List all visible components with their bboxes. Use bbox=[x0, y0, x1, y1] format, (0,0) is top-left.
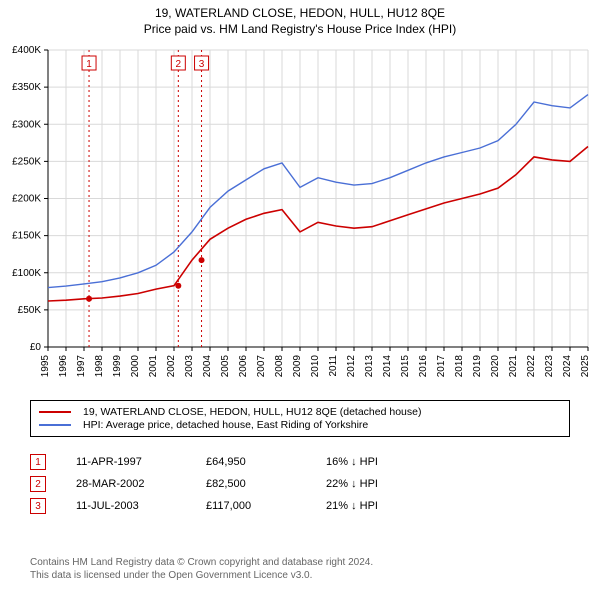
svg-text:2001: 2001 bbox=[148, 355, 159, 378]
svg-text:1997: 1997 bbox=[76, 355, 87, 378]
sale-row: 1 11-APR-1997£64,95016% ↓ HPI bbox=[30, 454, 570, 470]
svg-text:2022: 2022 bbox=[526, 355, 537, 378]
title-subtitle: Price paid vs. HM Land Registry's House … bbox=[0, 22, 600, 36]
svg-text:£100K: £100K bbox=[12, 268, 41, 279]
footer-line2: This data is licensed under the Open Gov… bbox=[30, 569, 570, 582]
svg-text:2011: 2011 bbox=[328, 355, 339, 377]
title-block: 19, WATERLAND CLOSE, HEDON, HULL, HU12 8… bbox=[0, 0, 600, 36]
legend-label-property: 19, WATERLAND CLOSE, HEDON, HULL, HU12 8… bbox=[83, 406, 421, 418]
svg-text:2006: 2006 bbox=[238, 355, 249, 378]
svg-text:1996: 1996 bbox=[58, 355, 69, 378]
svg-text:£0: £0 bbox=[30, 342, 42, 353]
svg-text:1999: 1999 bbox=[112, 355, 123, 378]
sale-date: 11-JUL-2003 bbox=[76, 500, 206, 512]
sale-marker: 1 bbox=[30, 454, 46, 470]
legend-row-hpi: HPI: Average price, detached house, East… bbox=[39, 419, 561, 431]
svg-text:£200K: £200K bbox=[12, 194, 41, 205]
sale-date: 11-APR-1997 bbox=[76, 456, 206, 468]
sale-marker: 2 bbox=[30, 476, 46, 492]
svg-text:2009: 2009 bbox=[292, 355, 303, 378]
legend-label-hpi: HPI: Average price, detached house, East… bbox=[83, 419, 368, 431]
footer: Contains HM Land Registry data © Crown c… bbox=[30, 556, 570, 582]
svg-text:2002: 2002 bbox=[166, 355, 177, 378]
sale-price: £82,500 bbox=[206, 478, 326, 490]
svg-text:2017: 2017 bbox=[436, 355, 447, 378]
chart-svg: £0 £50K £100K £150K £200K £250K £300K £350K £400… bbox=[0, 40, 600, 395]
svg-text:2008: 2008 bbox=[274, 355, 285, 378]
sale-price: £117,000 bbox=[206, 500, 326, 512]
sale-pct: 16% ↓ HPI bbox=[326, 456, 436, 468]
svg-text:2004: 2004 bbox=[202, 355, 213, 378]
svg-text:£350K: £350K bbox=[12, 82, 41, 93]
svg-text:1: 1 bbox=[86, 59, 92, 70]
svg-text:2025: 2025 bbox=[580, 355, 591, 378]
svg-text:2024: 2024 bbox=[562, 355, 573, 378]
sale-row: 2 28-MAR-2002£82,50022% ↓ HPI bbox=[30, 476, 570, 492]
svg-text:2015: 2015 bbox=[400, 355, 411, 378]
sale-row: 3 11-JUL-2003£117,00021% ↓ HPI bbox=[30, 498, 570, 514]
svg-text:£300K: £300K bbox=[12, 119, 41, 130]
svg-text:2: 2 bbox=[176, 59, 182, 70]
svg-text:2014: 2014 bbox=[382, 355, 393, 378]
sale-marker: 3 bbox=[30, 498, 46, 514]
svg-text:1998: 1998 bbox=[94, 355, 105, 378]
svg-text:3: 3 bbox=[199, 59, 205, 70]
sale-date: 28-MAR-2002 bbox=[76, 478, 206, 490]
svg-text:2021: 2021 bbox=[508, 355, 519, 378]
svg-text:2012: 2012 bbox=[346, 355, 357, 378]
svg-text:2005: 2005 bbox=[220, 355, 231, 378]
svg-text:2019: 2019 bbox=[472, 355, 483, 378]
svg-text:1995: 1995 bbox=[40, 355, 51, 378]
sale-price: £64,950 bbox=[206, 456, 326, 468]
svg-text:2013: 2013 bbox=[364, 355, 375, 378]
svg-text:2018: 2018 bbox=[454, 355, 465, 378]
svg-text:2023: 2023 bbox=[544, 355, 555, 378]
footer-line1: Contains HM Land Registry data © Crown c… bbox=[30, 556, 570, 569]
sales-list: 1 11-APR-1997£64,95016% ↓ HPI 2 28-MAR-2002… bbox=[30, 448, 570, 520]
svg-text:2003: 2003 bbox=[184, 355, 195, 378]
svg-text:2000: 2000 bbox=[130, 355, 141, 378]
svg-text:£50K: £50K bbox=[18, 305, 42, 316]
svg-text:2007: 2007 bbox=[256, 355, 267, 378]
legend-swatch-hpi bbox=[39, 424, 71, 426]
sale-pct: 22% ↓ HPI bbox=[326, 478, 436, 490]
legend-swatch-property bbox=[39, 411, 71, 413]
chart: £0 £50K £100K £150K £200K £250K £300K £350K £400… bbox=[0, 40, 600, 395]
legend: 19, WATERLAND CLOSE, HEDON, HULL, HU12 8… bbox=[30, 400, 570, 437]
chart-container: 19, WATERLAND CLOSE, HEDON, HULL, HU12 8… bbox=[0, 0, 600, 590]
legend-row-property: 19, WATERLAND CLOSE, HEDON, HULL, HU12 8… bbox=[39, 406, 561, 418]
title-address: 19, WATERLAND CLOSE, HEDON, HULL, HU12 8… bbox=[0, 6, 600, 20]
svg-text:2020: 2020 bbox=[490, 355, 501, 378]
svg-text:£400K: £400K bbox=[12, 45, 41, 56]
sale-pct: 21% ↓ HPI bbox=[326, 500, 436, 512]
svg-text:£250K: £250K bbox=[12, 156, 41, 167]
svg-text:£150K: £150K bbox=[12, 231, 41, 242]
svg-text:2010: 2010 bbox=[310, 355, 321, 378]
svg-text:2016: 2016 bbox=[418, 355, 429, 378]
